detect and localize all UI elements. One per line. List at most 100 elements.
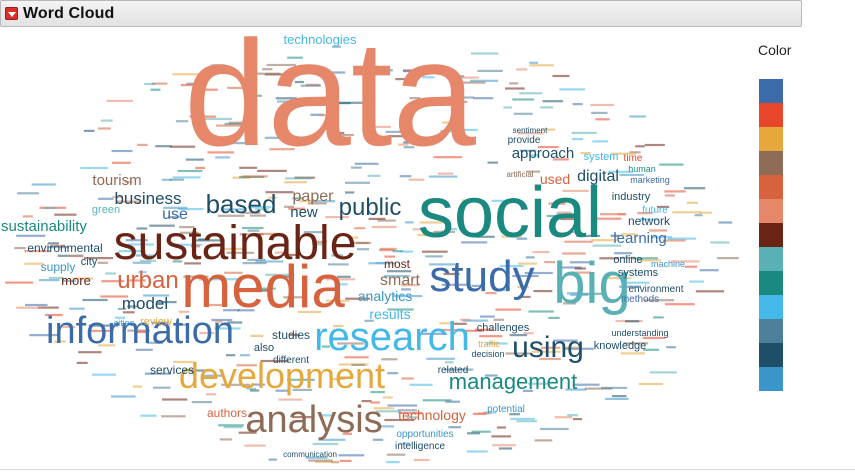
tiny-word-mark — [268, 458, 277, 461]
tiny-word-mark — [278, 398, 303, 401]
cloud-word: environment — [628, 284, 683, 295]
tiny-word-mark — [659, 163, 684, 166]
tiny-word-mark — [118, 250, 146, 253]
tiny-word-mark — [448, 426, 461, 429]
tiny-word-mark — [519, 295, 531, 298]
tiny-word-mark — [445, 361, 454, 364]
tiny-word-mark — [222, 247, 247, 250]
cloud-word: supply — [41, 260, 76, 274]
tiny-word-mark — [552, 339, 578, 342]
tiny-word-mark — [255, 208, 269, 211]
cloud-word: intelligence — [395, 441, 445, 452]
tiny-word-mark — [509, 334, 528, 337]
tiny-word-mark — [572, 418, 583, 421]
tiny-word-mark — [718, 221, 733, 224]
tiny-word-mark — [307, 202, 327, 205]
tiny-word-mark — [274, 251, 286, 254]
tiny-word-mark — [452, 322, 467, 325]
tiny-word-mark — [106, 99, 133, 102]
cloud-word: used — [540, 171, 570, 187]
tiny-word-mark — [384, 418, 415, 422]
tiny-word-mark — [218, 424, 244, 427]
tiny-word-mark — [144, 82, 156, 86]
tiny-word-mark — [215, 156, 230, 159]
tiny-word-mark — [600, 213, 626, 216]
tiny-word-mark — [392, 250, 403, 253]
tiny-word-mark — [136, 227, 148, 230]
tiny-word-mark — [332, 45, 341, 48]
tiny-word-mark — [242, 262, 267, 265]
tiny-word-mark — [444, 368, 474, 371]
tiny-word-mark — [264, 136, 286, 139]
cloud-word: paper — [293, 188, 335, 205]
tiny-word-mark — [382, 396, 393, 399]
tiny-word-mark — [287, 56, 303, 59]
tiny-word-mark — [310, 113, 325, 116]
tiny-word-mark — [255, 260, 284, 263]
tiny-word-mark — [219, 438, 232, 441]
tiny-word-mark — [621, 233, 638, 236]
tiny-word-mark — [412, 228, 427, 231]
tiny-word-mark — [612, 395, 627, 398]
tiny-word-mark — [177, 323, 189, 326]
tiny-word-mark — [474, 328, 493, 331]
tiny-word-mark — [518, 262, 538, 265]
tiny-word-mark — [255, 287, 276, 290]
tiny-word-mark — [87, 329, 113, 332]
tiny-word-mark — [470, 79, 499, 82]
tiny-word-mark — [567, 414, 578, 417]
color-swatch — [759, 127, 783, 151]
tiny-word-mark — [210, 64, 226, 67]
tiny-word-mark — [533, 290, 553, 293]
tiny-word-mark — [574, 267, 586, 270]
tiny-word-mark — [138, 271, 147, 274]
tiny-word-mark — [38, 279, 60, 282]
tiny-word-mark — [239, 166, 258, 169]
tiny-word-mark — [327, 263, 349, 266]
tiny-word-mark — [649, 371, 677, 374]
tiny-word-mark — [580, 152, 591, 155]
cloud-word: services — [150, 363, 194, 377]
cloud-word: traffic — [478, 339, 500, 349]
tiny-word-mark — [206, 393, 217, 396]
tiny-word-mark — [643, 348, 659, 351]
tiny-word-mark — [376, 69, 393, 72]
tiny-word-mark — [258, 232, 281, 235]
tiny-word-mark — [288, 207, 306, 210]
tiny-word-mark — [548, 202, 566, 205]
color-legend — [759, 79, 783, 391]
tiny-word-mark — [16, 234, 46, 237]
color-swatch — [759, 151, 783, 175]
tiny-word-mark — [48, 246, 69, 249]
tiny-word-mark — [689, 280, 705, 283]
tiny-word-mark — [146, 341, 163, 344]
cloud-word: system — [584, 151, 619, 163]
cloud-word: approach — [512, 145, 575, 162]
cloud-word: opportunities — [396, 429, 453, 440]
tiny-word-mark — [238, 431, 257, 434]
tiny-word-mark — [637, 212, 653, 215]
tiny-word-mark — [565, 388, 587, 391]
cloud-word: development — [179, 355, 385, 396]
tiny-word-mark — [244, 444, 266, 447]
tiny-word-mark — [125, 239, 148, 242]
cloud-word: artificial — [506, 170, 533, 179]
collapse-toggle-icon[interactable] — [5, 7, 18, 20]
tiny-word-mark — [485, 342, 508, 345]
tiny-word-mark — [5, 281, 34, 284]
tiny-word-mark — [73, 277, 94, 280]
tiny-word-mark — [467, 432, 481, 435]
tiny-word-mark — [528, 310, 554, 313]
cloud-word: public — [339, 194, 402, 221]
tiny-word-mark — [282, 253, 298, 256]
tiny-word-mark — [387, 404, 418, 407]
tiny-word-mark — [512, 98, 535, 101]
tiny-word-mark — [466, 450, 488, 453]
cloud-word: also — [254, 342, 274, 354]
tiny-word-mark — [529, 64, 554, 67]
tiny-word-mark — [349, 236, 359, 239]
tiny-word-mark — [384, 255, 396, 258]
tiny-word-mark — [512, 274, 539, 278]
tiny-word-mark — [221, 383, 251, 386]
